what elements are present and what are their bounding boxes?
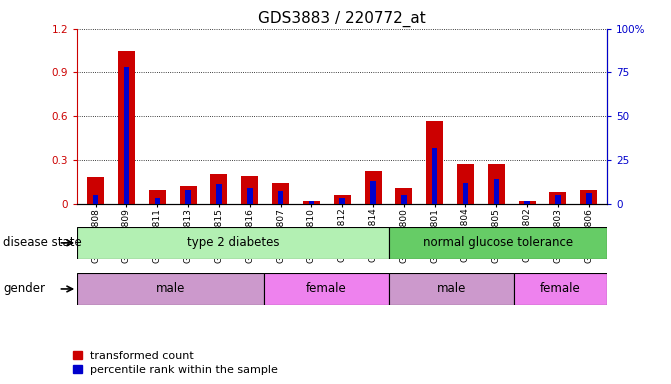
Bar bbox=[180, 186, 197, 204]
Bar bbox=[519, 200, 535, 204]
Bar bbox=[118, 51, 135, 204]
Bar bbox=[463, 182, 468, 204]
Text: male: male bbox=[437, 283, 466, 295]
Bar bbox=[550, 192, 566, 204]
Bar bbox=[426, 121, 443, 204]
Bar bbox=[123, 67, 130, 204]
Bar bbox=[580, 190, 597, 204]
Bar bbox=[211, 174, 227, 204]
Bar bbox=[272, 183, 289, 204]
Text: female: female bbox=[540, 283, 581, 295]
Bar bbox=[77, 273, 264, 305]
Bar bbox=[389, 273, 514, 305]
Bar bbox=[264, 273, 389, 305]
Bar bbox=[303, 200, 320, 204]
Text: normal glucose tolerance: normal glucose tolerance bbox=[423, 237, 573, 249]
Text: type 2 diabetes: type 2 diabetes bbox=[187, 237, 279, 249]
Bar bbox=[494, 179, 499, 204]
Bar bbox=[340, 198, 345, 204]
Bar bbox=[389, 227, 607, 259]
Bar bbox=[87, 177, 104, 204]
Bar bbox=[432, 147, 437, 204]
Bar bbox=[278, 191, 283, 204]
Bar bbox=[370, 181, 376, 204]
Bar bbox=[555, 195, 561, 204]
Text: male: male bbox=[156, 283, 185, 295]
Text: female: female bbox=[306, 283, 347, 295]
Bar bbox=[77, 227, 389, 259]
Text: disease state: disease state bbox=[3, 237, 82, 249]
Bar bbox=[524, 201, 530, 204]
Bar bbox=[185, 190, 191, 204]
Bar bbox=[333, 195, 351, 204]
Bar bbox=[395, 187, 412, 204]
Bar bbox=[247, 188, 252, 204]
Bar bbox=[514, 273, 607, 305]
Bar bbox=[93, 195, 99, 204]
Title: GDS3883 / 220772_at: GDS3883 / 220772_at bbox=[258, 11, 426, 27]
Text: gender: gender bbox=[3, 283, 46, 295]
Bar bbox=[488, 164, 505, 204]
Bar bbox=[242, 176, 258, 204]
Bar bbox=[309, 201, 314, 204]
Legend: transformed count, percentile rank within the sample: transformed count, percentile rank withi… bbox=[72, 351, 278, 375]
Bar bbox=[216, 184, 221, 204]
Bar bbox=[149, 190, 166, 204]
Bar bbox=[457, 164, 474, 204]
Bar bbox=[586, 193, 592, 204]
Bar bbox=[154, 198, 160, 204]
Bar bbox=[364, 172, 382, 204]
Bar bbox=[401, 195, 407, 204]
